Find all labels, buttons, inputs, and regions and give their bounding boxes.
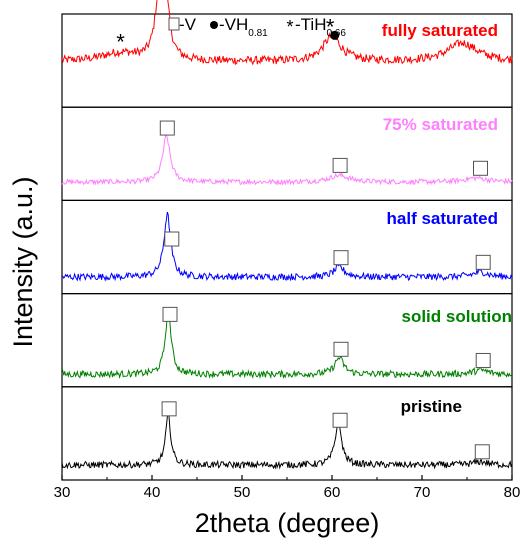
- panel-label-4: pristine: [401, 397, 462, 416]
- legend-subscript: 0.81: [248, 28, 268, 39]
- asterisk-marker: *: [116, 30, 125, 55]
- panel-2: half saturated: [61, 199, 513, 295]
- square-marker: [161, 401, 177, 417]
- square-marker: [475, 254, 491, 270]
- legend-label: -V: [179, 15, 197, 34]
- square-marker: [333, 250, 349, 266]
- square-marker: [332, 412, 348, 428]
- legend-label: -TiH0.66: [295, 15, 346, 39]
- x-axis: 30 40 50 60 70 80: [54, 475, 521, 501]
- square-marker: [475, 352, 491, 368]
- legend-subscript: 0.66: [326, 28, 346, 39]
- x-axis-label: 2theta (degree): [195, 508, 380, 538]
- series-line-2: [61, 211, 513, 282]
- panel-1: 75% saturated: [61, 106, 513, 201]
- series-line-1: [61, 134, 513, 186]
- y-axis-label: Intensity (a.u.): [8, 176, 38, 347]
- legend-square-icon: [168, 17, 180, 31]
- series-line-3: [61, 309, 513, 380]
- square-marker: [162, 306, 178, 322]
- square-marker: [164, 231, 180, 247]
- legend-item-2: * -TiH0.66: [286, 15, 346, 39]
- legend-circle-icon: [210, 21, 218, 29]
- panel-label-2: half saturated: [387, 209, 498, 228]
- panel-label-3: solid solution: [402, 307, 513, 326]
- panels: * * * fully saturated 75% saturated half satu…: [61, 0, 513, 481]
- x-tick-label: 70: [414, 484, 431, 501]
- x-tick-label: 40: [144, 484, 161, 501]
- legend-item-1: -VH0.81: [210, 15, 268, 39]
- circle-marker: [330, 30, 340, 40]
- square-marker: [159, 120, 175, 136]
- square-marker: [473, 160, 488, 176]
- x-tick-label: 80: [504, 484, 521, 501]
- square-marker: [333, 341, 349, 357]
- legend: -V -VH0.81 * -TiH0.66: [168, 15, 346, 39]
- square-marker: [474, 444, 490, 460]
- legend-label: -VH0.81: [219, 15, 268, 39]
- panel-4: pristine: [61, 386, 513, 481]
- legend-item-0: -V: [168, 15, 197, 34]
- panel-label-1: 75% saturated: [383, 115, 498, 134]
- x-tick-label: 30: [54, 484, 71, 501]
- x-tick-label: 60: [324, 484, 341, 501]
- x-tick-label: 50: [234, 484, 251, 501]
- series-line-4: [61, 411, 513, 470]
- panel-label-0: fully saturated: [382, 21, 498, 40]
- asterisk-marker: *: [326, 15, 335, 40]
- panel-3: solid solution: [61, 293, 513, 388]
- square-marker: [332, 157, 348, 173]
- legend-asterisk-icon: *: [286, 17, 293, 37]
- series-line-0: [61, 0, 513, 66]
